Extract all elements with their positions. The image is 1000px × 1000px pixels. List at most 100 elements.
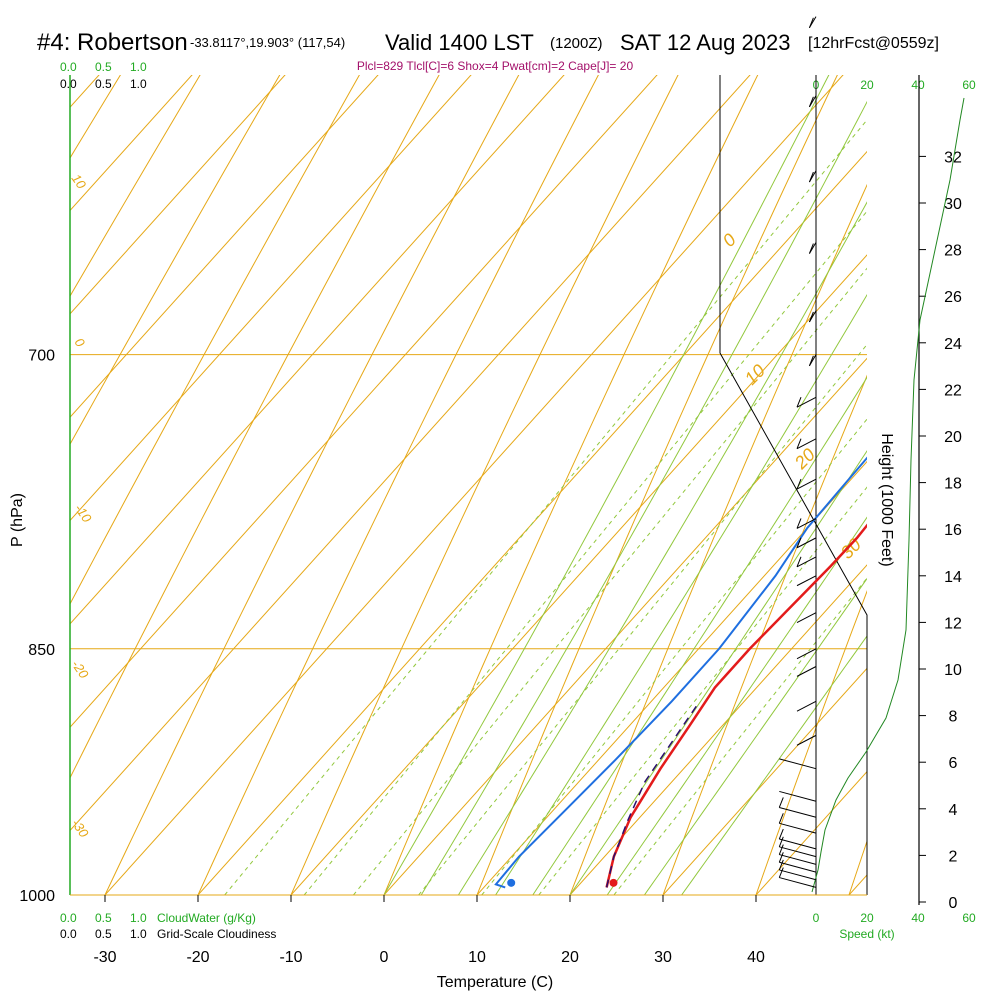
mixing-ratio-5: [418, 343, 867, 895]
wind-barb-flag: [796, 438, 802, 449]
isotherm--60: [70, 75, 565, 625]
bottom-black-2: 1.0: [130, 927, 147, 941]
isotherm-40: [755, 770, 867, 895]
top-black-1: 0.5: [95, 77, 112, 91]
sounding-params: Plcl=829 Tlcl[C]=6 Shox=4 Pwat[cm]=2 Cap…: [357, 59, 634, 73]
dry-adiabat-label: 10: [69, 171, 90, 192]
mixing-ratio-8: [481, 418, 867, 895]
dry-adiabat--20: [197, 75, 599, 895]
wind-barb-staff: [779, 869, 817, 881]
dry-adiabat-20: [569, 183, 867, 895]
speed-top-60: 60: [962, 78, 976, 92]
isotherm-label: 20: [790, 445, 819, 474]
wind-barb: [808, 95, 817, 108]
wind-barb: [796, 478, 817, 490]
wind-barb-staff: [779, 861, 817, 873]
height-tick-0: 0: [949, 895, 958, 912]
pressure-tick-850: 850: [28, 642, 55, 659]
wind-barb: [796, 700, 817, 712]
wind-barb: [796, 438, 817, 450]
wind-barb-staff: [779, 838, 817, 850]
dry-adiabat--80: [70, 75, 121, 159]
valid-date: SAT 12 Aug 2023: [620, 30, 790, 55]
valid-time: Valid 1400 LST: [385, 30, 534, 55]
wind-barb-flag: [808, 243, 814, 254]
wind-barb-staff: [779, 822, 817, 834]
pressure-axis-title: P (hPa): [9, 493, 26, 547]
wind-barb-staff: [779, 758, 817, 770]
bottom-green-0: 0.0: [60, 911, 77, 925]
mixing-ratio-label: 12: [536, 893, 557, 914]
isotherm-50: [848, 874, 867, 895]
dry-adiabat-10: [476, 75, 838, 895]
moist-adiabat-16: [532, 376, 867, 895]
bottom-black-1: 0.5: [95, 927, 112, 941]
wind-barb-flag: [778, 859, 784, 871]
wind-barb-staff: [779, 877, 817, 888]
height-tick-4: 4: [949, 802, 958, 819]
wind-barb: [778, 852, 817, 873]
wind-barb: [796, 648, 817, 660]
wind-barb-staff: [796, 478, 817, 490]
wind-barb-flag: [808, 96, 814, 108]
wind-barb: [796, 396, 817, 408]
wind-barb-staff: [779, 846, 817, 858]
pressure-tick-1000: 1000: [19, 888, 55, 905]
dry-adiabat--10: [290, 75, 679, 895]
surface-temperature-marker: [609, 878, 618, 887]
wind-barb-flag: [808, 17, 814, 28]
isotherm--50: [70, 75, 658, 728]
forecast-label: [12hrFcst@0559z]: [808, 35, 939, 52]
top-green-1: 0.5: [95, 60, 112, 74]
height-tick-12: 12: [944, 615, 962, 632]
mixing-ratio-label: 20: [609, 893, 630, 915]
speed-top-20: 20: [860, 78, 874, 92]
wind-barb: [778, 797, 817, 818]
moist-adiabat-12: [495, 293, 867, 895]
wind-barb-flag: [808, 311, 814, 323]
height-tick-20: 20: [944, 429, 962, 446]
wind-barb-flag: [778, 867, 784, 878]
dry-adiabat-label: -10: [72, 501, 96, 526]
speed-bottom-20: 20: [860, 911, 874, 925]
mixing-ratio-label: 8: [480, 899, 497, 913]
wind-barb: [796, 734, 817, 746]
height-tick-8: 8: [949, 709, 958, 726]
isotherm-label: 30: [837, 535, 865, 563]
wind-barb: [808, 354, 817, 367]
wind-barb: [796, 575, 817, 587]
height-tick-14: 14: [944, 569, 962, 586]
isotherm--40: [70, 75, 751, 832]
temperature-tick--30: -30: [93, 949, 116, 966]
wind-barb: [778, 836, 817, 858]
wind-barb-flag: [796, 556, 802, 567]
parcel-line: [605, 700, 701, 888]
wind-barb-staff: [796, 537, 817, 549]
wind-barb-flag: [796, 397, 802, 408]
height-tick-18: 18: [944, 476, 962, 493]
speed-bottom-0: 0: [813, 911, 820, 925]
wind-barb-staff: [796, 734, 817, 746]
mixing-ratio-label: 5: [414, 899, 431, 913]
isotherm--20: [197, 150, 867, 895]
wind-barb: [796, 666, 817, 677]
speed-scale: 0 20 40 60 0 20 40 60 Speed (kt): [813, 78, 976, 941]
wind-barb-staff: [796, 556, 817, 568]
wind-barb-flag: [778, 828, 784, 840]
bottom-scale-labels: 0.0 0.5 1.0 CloudWater (g/Kg) 0.0 0.5 1.…: [60, 911, 276, 941]
wind-barb-staff: [779, 854, 817, 865]
wind-barb-flag: [778, 836, 784, 847]
wind-barb: [778, 828, 817, 850]
station-coords: -33.8117°,19.903° (117,54): [190, 35, 345, 50]
cloudwater-label: CloudWater (g/Kg): [157, 911, 256, 925]
dry-adiabat-30: [662, 374, 867, 895]
wind-barb-staff: [779, 806, 817, 818]
isotherm--10: [290, 254, 867, 895]
temperature-tick-40: 40: [747, 949, 765, 966]
height-tick-16: 16: [944, 522, 962, 539]
wind-barb: [778, 813, 817, 834]
wind-barb-panel-outline: [719, 75, 868, 895]
height-tick-30: 30: [944, 196, 962, 213]
